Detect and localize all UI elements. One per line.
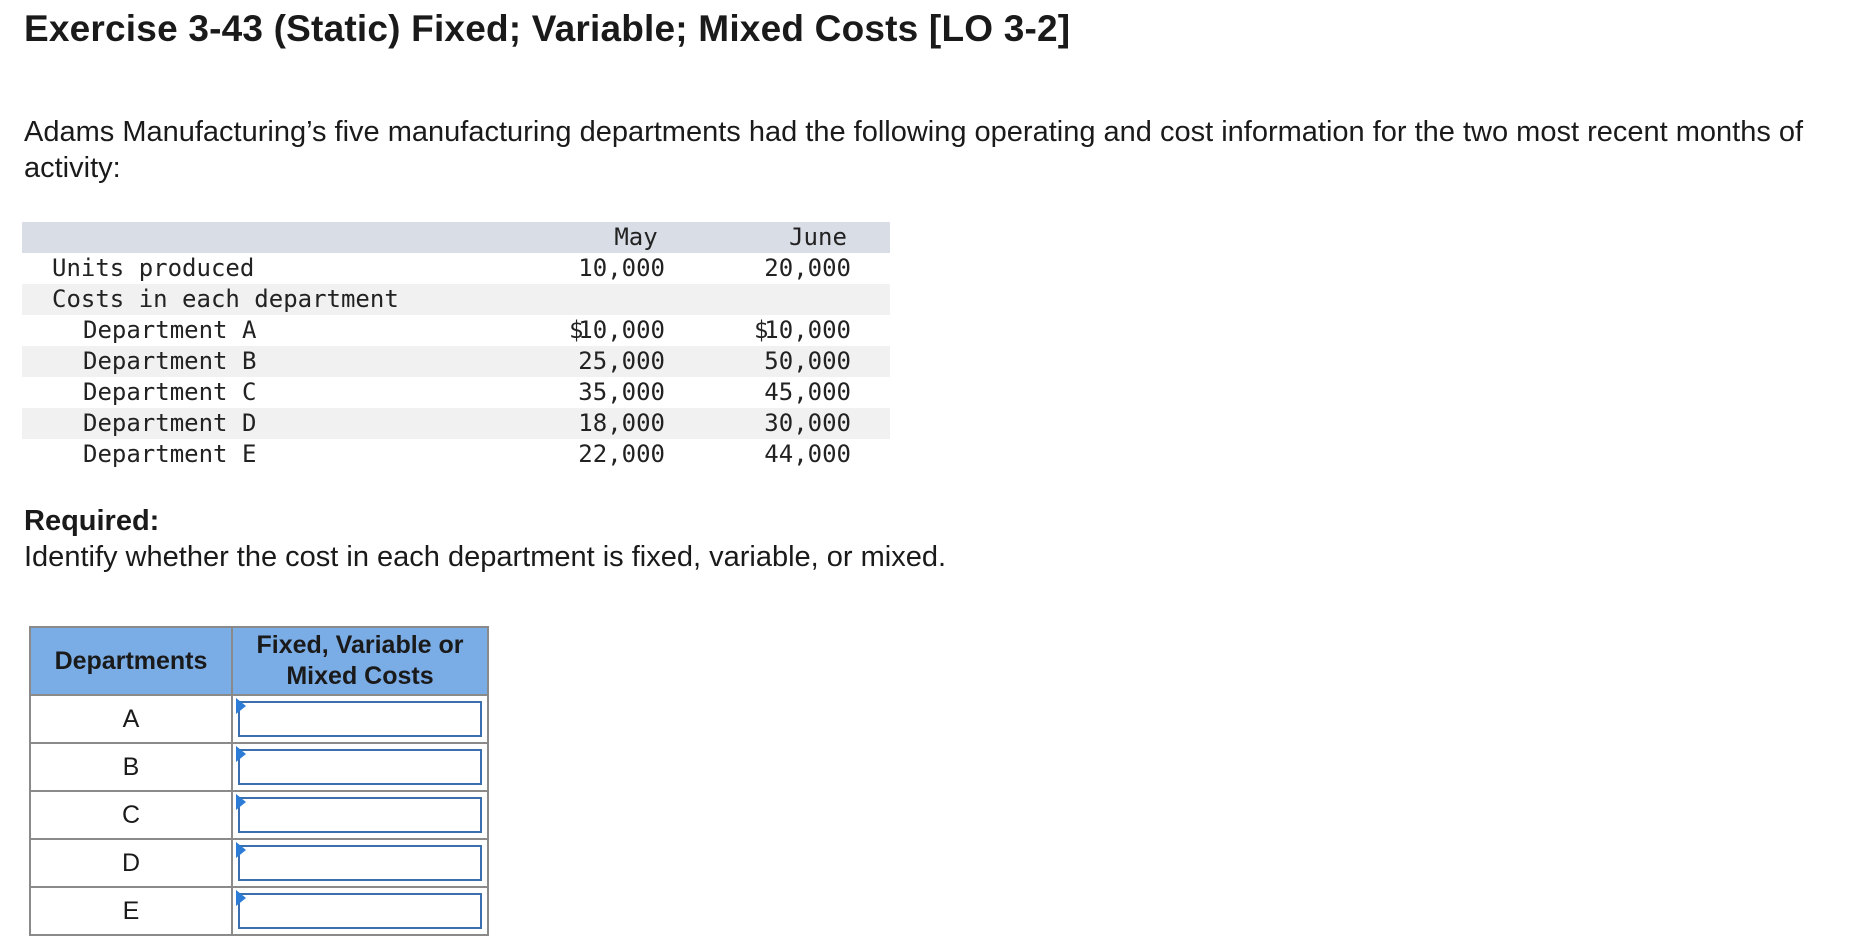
answer-cell	[231, 790, 489, 840]
departments-header: Departments	[29, 626, 233, 696]
department-row: Department D 18,000 30,000	[22, 408, 890, 439]
department-label: Department B	[83, 347, 257, 375]
answer-cell	[231, 886, 489, 936]
required-label: Required:	[24, 505, 160, 537]
costs-heading-row: Costs in each department	[22, 284, 890, 315]
units-produced-row: Units produced 10,000 20,000	[22, 253, 890, 284]
department-cell: C	[29, 790, 233, 840]
column-header-june: June	[789, 223, 847, 251]
table-row: B	[29, 742, 489, 792]
department-cell: B	[29, 742, 233, 792]
cost-data-table: May June Units produced 10,000 20,000 Co…	[22, 222, 890, 470]
answer-table: Departments Fixed, Variable or Mixed Cos…	[29, 626, 489, 936]
answer-cell	[231, 742, 489, 792]
answer-table-header-row: Departments Fixed, Variable or Mixed Cos…	[29, 626, 489, 696]
table-row: A	[29, 694, 489, 744]
data-table-header-row: May June	[22, 222, 890, 253]
dropdown-marker-icon	[236, 698, 246, 714]
answer-cell	[231, 838, 489, 888]
department-may-value: 18,000	[578, 409, 665, 437]
cost-type-input-d[interactable]	[238, 845, 482, 881]
department-june-value: 10,000	[764, 316, 851, 344]
department-label: Department D	[83, 409, 257, 437]
cost-type-input-b[interactable]	[238, 749, 482, 785]
dropdown-marker-icon	[236, 794, 246, 810]
department-june-value: 30,000	[764, 409, 851, 437]
department-row: Department A $ 10,000 $ 10,000	[22, 315, 890, 346]
intro-text: Adams Manufacturing’s five manufacturing…	[24, 116, 1804, 184]
costs-heading-label: Costs in each department	[52, 285, 399, 313]
cost-type-input-e[interactable]	[238, 893, 482, 929]
department-cell: A	[29, 694, 233, 744]
required-text: Identify whether the cost in each depart…	[24, 541, 947, 573]
department-cell: E	[29, 886, 233, 936]
dropdown-marker-icon	[236, 890, 246, 906]
dollar-sign-may: $	[569, 316, 584, 344]
department-may-value: 35,000	[578, 378, 665, 406]
department-cell: D	[29, 838, 233, 888]
department-june-value: 45,000	[764, 378, 851, 406]
dollar-sign-june: $	[754, 316, 769, 344]
table-row: D	[29, 838, 489, 888]
column-header-may: May	[614, 223, 658, 251]
department-may-value: 10,000	[578, 316, 665, 344]
cost-type-input-a[interactable]	[238, 701, 482, 737]
department-june-value: 44,000	[764, 440, 851, 468]
table-row: E	[29, 886, 489, 936]
units-produced-label: Units produced	[52, 254, 255, 282]
department-row: Department C 35,000 45,000	[22, 377, 890, 408]
table-row: C	[29, 790, 489, 840]
department-label: Department C	[83, 378, 257, 406]
units-may-value: 10,000	[578, 254, 665, 282]
department-may-value: 22,000	[578, 440, 665, 468]
units-june-value: 20,000	[764, 254, 851, 282]
cost-type-input-c[interactable]	[238, 797, 482, 833]
page-title: Exercise 3-43 (Static) Fixed; Variable; …	[24, 8, 1071, 49]
dropdown-marker-icon	[236, 842, 246, 858]
department-label: Department E	[83, 440, 257, 468]
cost-type-header: Fixed, Variable or Mixed Costs	[231, 626, 489, 696]
department-row: Department E 22,000 44,000	[22, 439, 890, 470]
department-label: Department A	[83, 316, 257, 344]
dropdown-marker-icon	[236, 746, 246, 762]
answer-cell	[231, 694, 489, 744]
department-row: Department B 25,000 50,000	[22, 346, 890, 377]
department-may-value: 25,000	[578, 347, 665, 375]
department-june-value: 50,000	[764, 347, 851, 375]
